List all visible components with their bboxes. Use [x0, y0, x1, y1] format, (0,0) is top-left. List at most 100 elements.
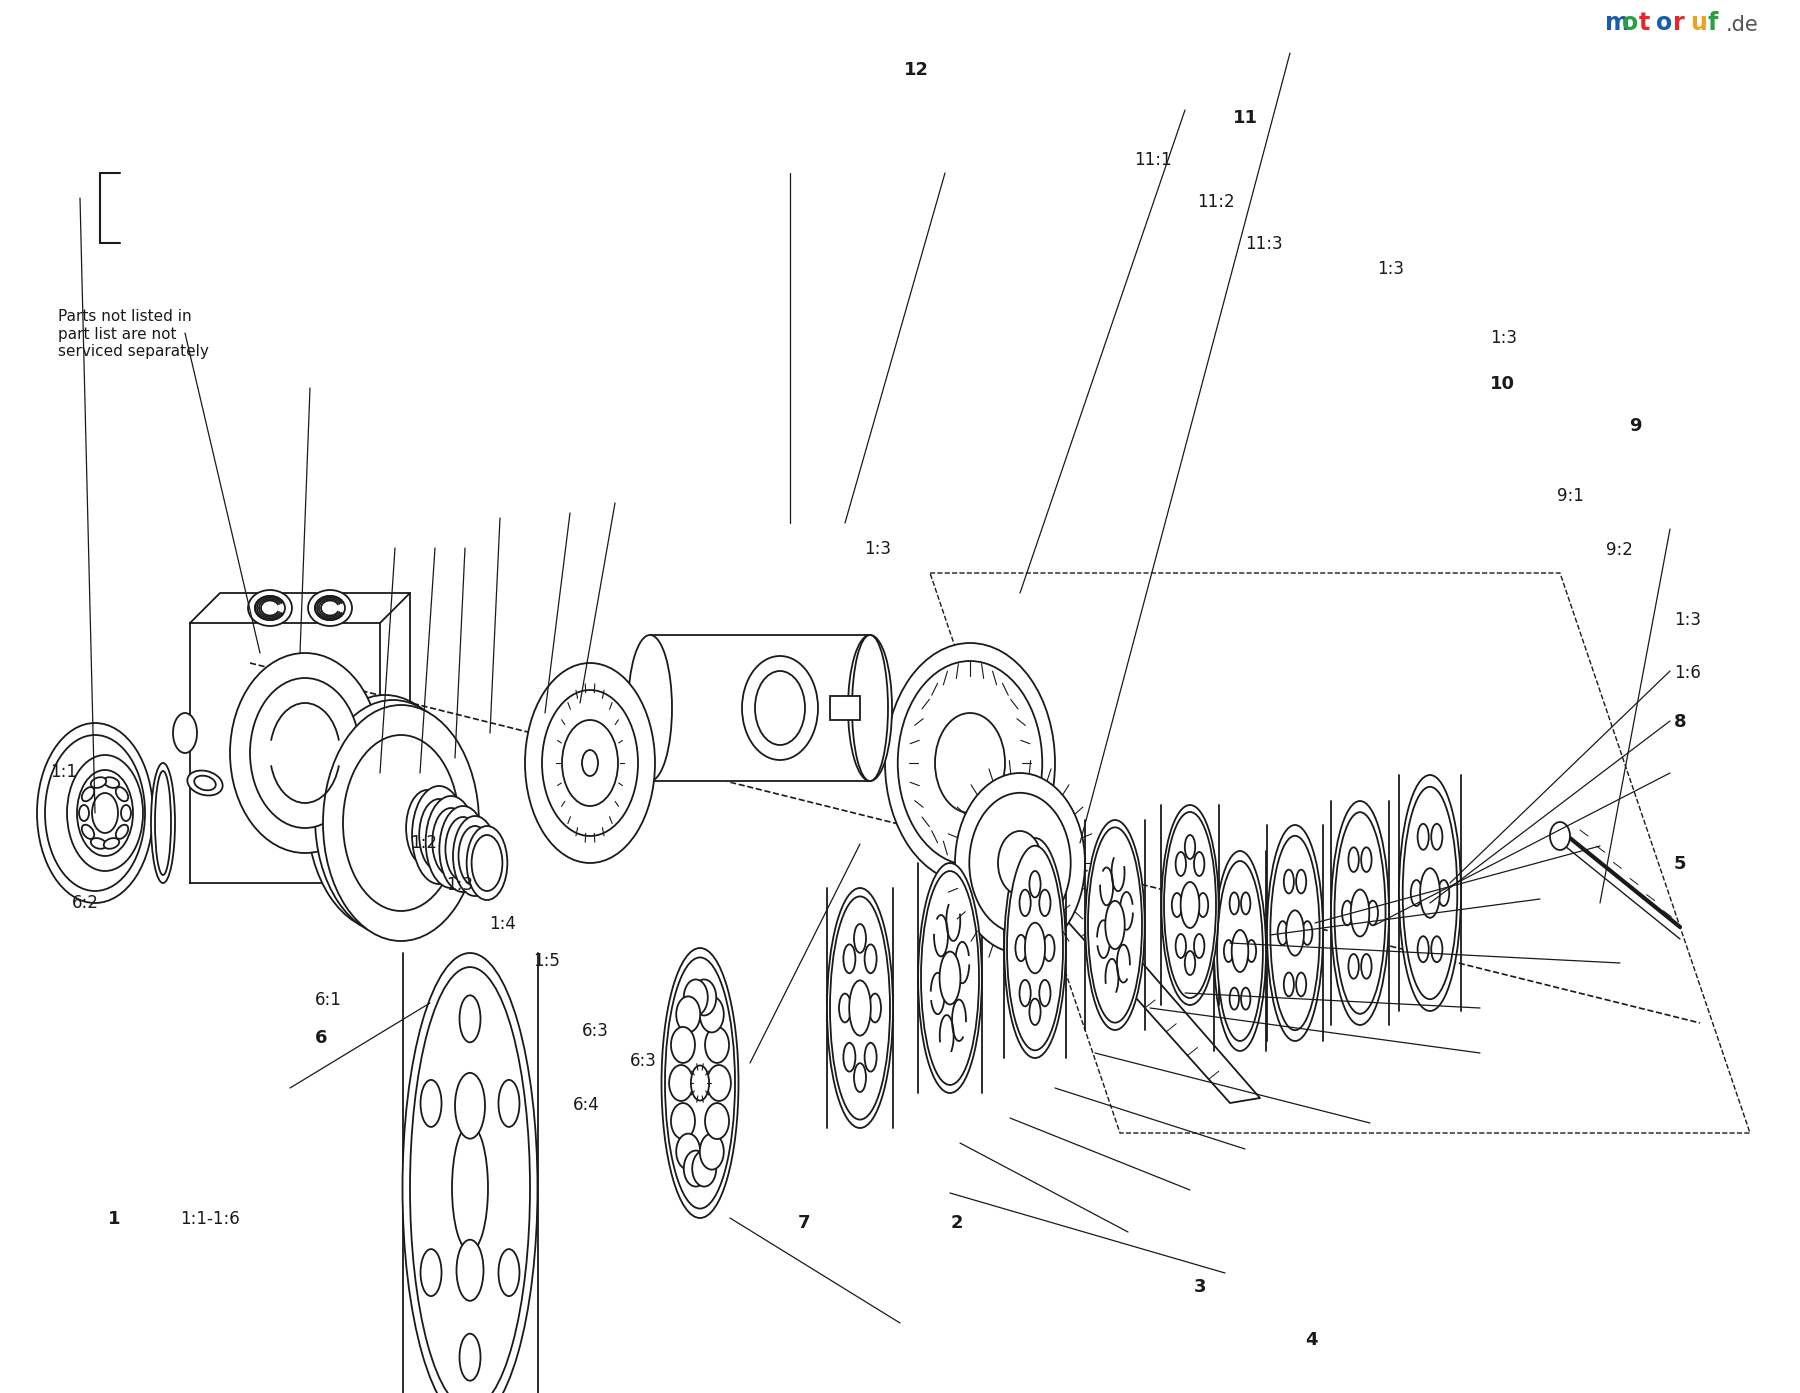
Ellipse shape: [419, 800, 459, 871]
Ellipse shape: [1105, 901, 1125, 949]
Ellipse shape: [407, 790, 448, 866]
Ellipse shape: [115, 825, 128, 839]
Ellipse shape: [155, 770, 171, 875]
Ellipse shape: [826, 887, 893, 1128]
Ellipse shape: [1039, 890, 1051, 917]
Ellipse shape: [670, 1066, 693, 1100]
Ellipse shape: [918, 864, 983, 1094]
Ellipse shape: [1301, 921, 1312, 944]
Ellipse shape: [1161, 805, 1219, 1004]
Ellipse shape: [79, 805, 88, 820]
Ellipse shape: [1004, 839, 1066, 1059]
Ellipse shape: [1030, 871, 1040, 897]
Ellipse shape: [677, 996, 700, 1032]
Ellipse shape: [671, 1103, 695, 1139]
Text: 6:2: 6:2: [72, 894, 99, 911]
Ellipse shape: [1197, 893, 1208, 917]
Ellipse shape: [1399, 775, 1462, 1011]
Ellipse shape: [677, 1134, 700, 1170]
Ellipse shape: [684, 979, 707, 1015]
Ellipse shape: [457, 1240, 484, 1301]
Ellipse shape: [706, 1027, 729, 1063]
Ellipse shape: [452, 1124, 488, 1251]
Ellipse shape: [421, 1080, 441, 1127]
Ellipse shape: [403, 953, 538, 1393]
Ellipse shape: [1296, 972, 1307, 996]
Ellipse shape: [1015, 935, 1026, 961]
Ellipse shape: [1030, 999, 1040, 1025]
Ellipse shape: [459, 826, 491, 886]
Ellipse shape: [853, 1063, 866, 1092]
Ellipse shape: [956, 773, 1085, 953]
Ellipse shape: [1085, 820, 1145, 1029]
Ellipse shape: [1330, 801, 1390, 1025]
Text: 7: 7: [797, 1215, 810, 1231]
Ellipse shape: [1343, 901, 1352, 925]
Ellipse shape: [1184, 951, 1195, 975]
Ellipse shape: [187, 770, 223, 795]
Ellipse shape: [45, 736, 146, 892]
Polygon shape: [0, 903, 4, 1103]
Ellipse shape: [1402, 787, 1458, 999]
Ellipse shape: [742, 656, 817, 761]
Ellipse shape: [421, 1250, 441, 1295]
Text: 1:1: 1:1: [50, 763, 77, 780]
Ellipse shape: [542, 690, 637, 836]
Text: 9: 9: [1629, 418, 1642, 435]
Text: 6:3: 6:3: [581, 1022, 608, 1039]
Ellipse shape: [1418, 936, 1429, 963]
Text: 6:4: 6:4: [572, 1096, 599, 1113]
Text: 9:1: 9:1: [1557, 488, 1584, 504]
Ellipse shape: [1213, 851, 1265, 1050]
Polygon shape: [0, 132, 4, 333]
Text: 8: 8: [1674, 713, 1687, 730]
Ellipse shape: [830, 897, 889, 1120]
Ellipse shape: [526, 663, 655, 864]
Ellipse shape: [459, 1333, 481, 1380]
Text: u: u: [1690, 11, 1706, 35]
Text: Parts not listed in
part list are not
serviced separately: Parts not listed in part list are not se…: [58, 309, 209, 359]
Text: 1:3: 1:3: [864, 540, 891, 557]
Ellipse shape: [940, 951, 961, 1004]
Ellipse shape: [412, 786, 466, 885]
Ellipse shape: [1175, 853, 1186, 876]
Text: 1:5: 1:5: [533, 953, 560, 970]
Text: 11:3: 11:3: [1246, 235, 1283, 252]
Text: 1: 1: [108, 1211, 121, 1227]
Ellipse shape: [707, 1066, 731, 1100]
Ellipse shape: [459, 996, 481, 1042]
Ellipse shape: [1361, 954, 1372, 979]
Ellipse shape: [839, 993, 851, 1022]
Ellipse shape: [67, 755, 142, 871]
Ellipse shape: [230, 653, 380, 853]
Ellipse shape: [315, 596, 346, 620]
Text: o: o: [1656, 11, 1672, 35]
Ellipse shape: [344, 736, 459, 911]
Ellipse shape: [968, 793, 1071, 933]
Ellipse shape: [1350, 890, 1370, 936]
Ellipse shape: [248, 591, 292, 625]
Ellipse shape: [1267, 825, 1323, 1041]
Bar: [830, 696, 860, 720]
Text: .de: .de: [1726, 15, 1759, 35]
Text: t: t: [1640, 11, 1651, 35]
Ellipse shape: [1217, 861, 1264, 1041]
Text: 1:3: 1:3: [1674, 612, 1701, 628]
Ellipse shape: [432, 808, 470, 876]
Ellipse shape: [455, 1073, 484, 1138]
Ellipse shape: [250, 678, 360, 827]
Ellipse shape: [628, 635, 671, 781]
Ellipse shape: [864, 1043, 877, 1071]
Ellipse shape: [335, 730, 452, 905]
Ellipse shape: [398, 776, 455, 880]
Ellipse shape: [466, 826, 508, 900]
Ellipse shape: [1418, 823, 1429, 850]
Ellipse shape: [328, 724, 443, 901]
Ellipse shape: [684, 1151, 707, 1187]
Ellipse shape: [1087, 827, 1141, 1022]
Ellipse shape: [472, 834, 502, 892]
Ellipse shape: [1368, 901, 1379, 925]
Ellipse shape: [693, 1151, 716, 1187]
Text: 4: 4: [1305, 1332, 1318, 1348]
Ellipse shape: [115, 787, 128, 801]
